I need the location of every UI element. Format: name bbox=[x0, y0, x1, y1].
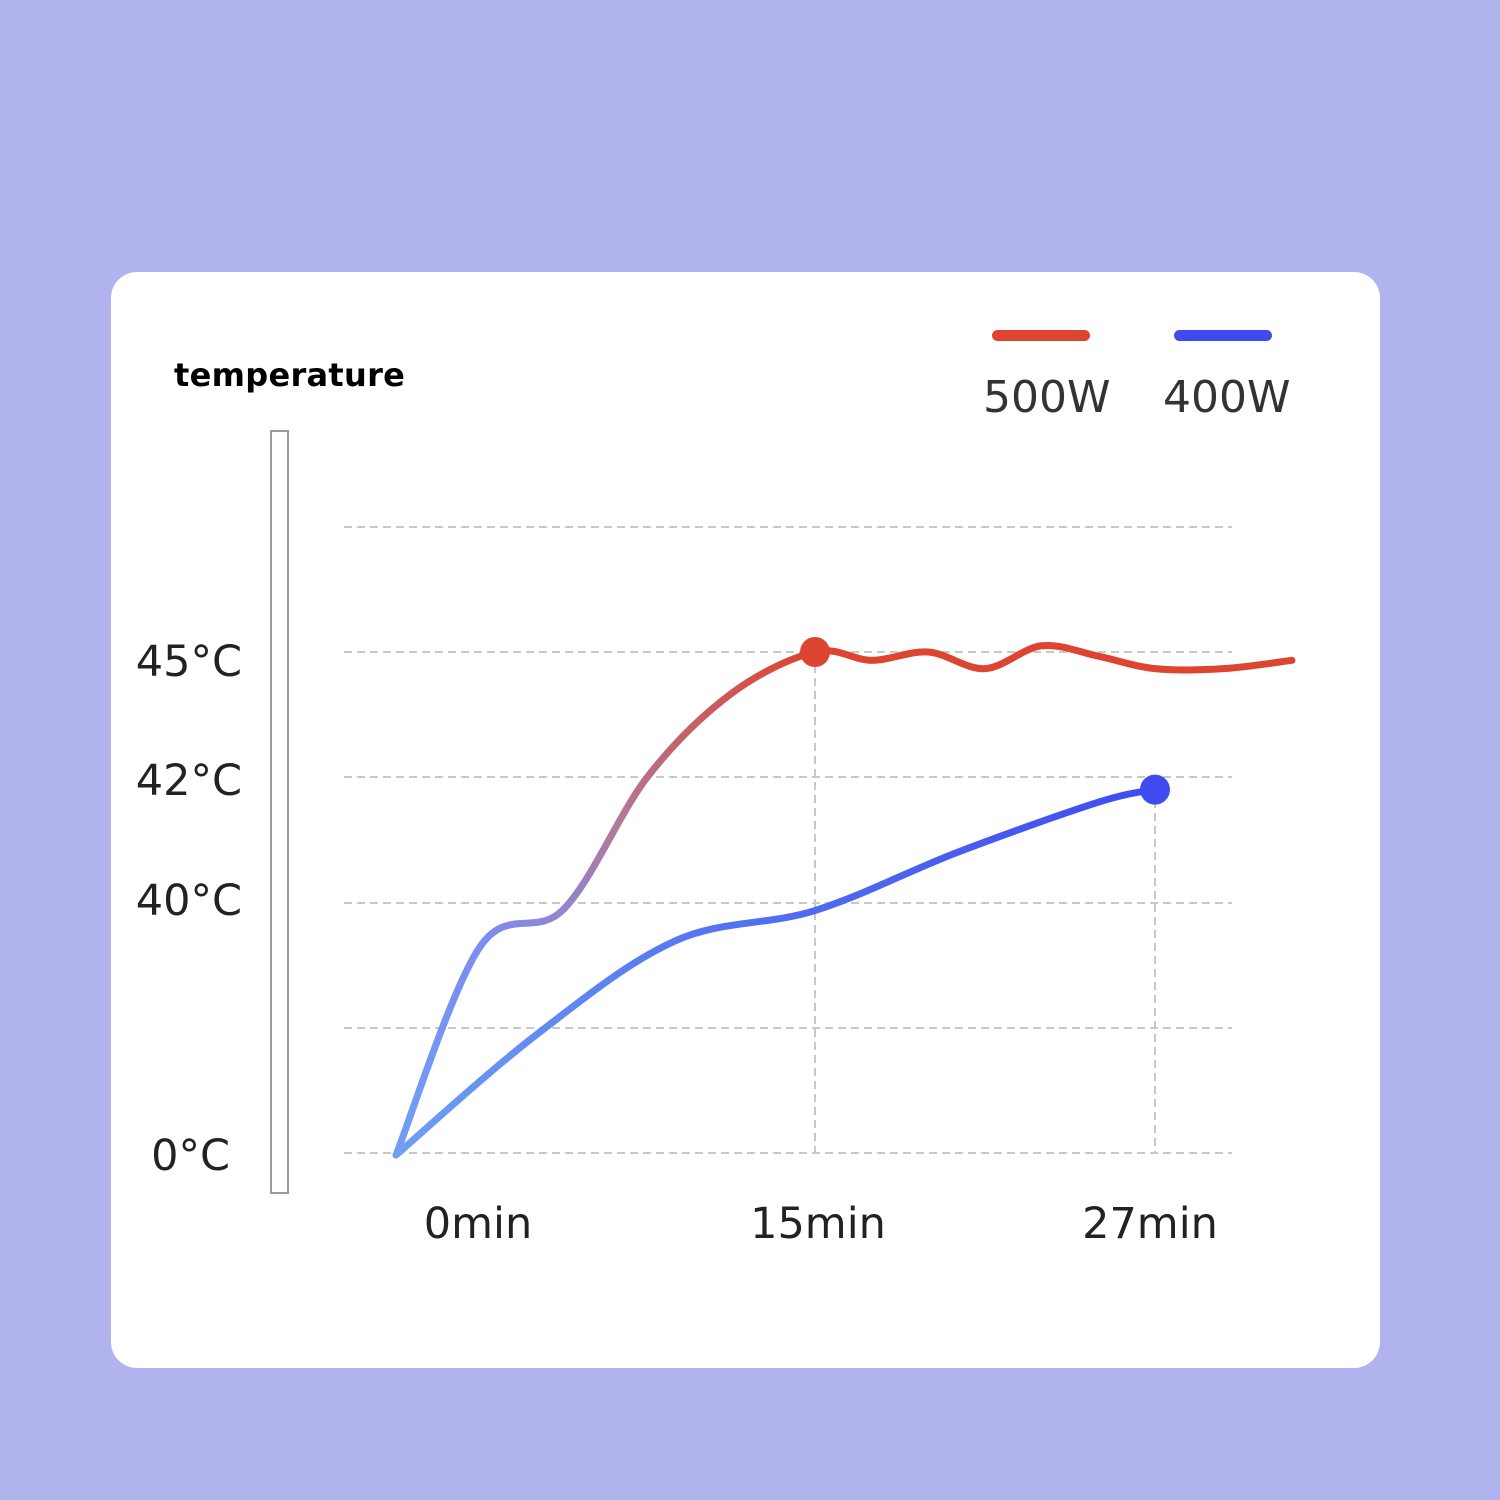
legend-swatch-400w bbox=[1174, 330, 1272, 341]
series-marker-500w bbox=[800, 637, 830, 667]
y-tick-label: 40°C bbox=[136, 876, 242, 926]
x-tick-labels: 0min 15min 27min bbox=[424, 1199, 1218, 1249]
x-tick-label: 15min bbox=[750, 1199, 886, 1249]
temperature-scale-bar bbox=[270, 430, 289, 1194]
y-tick-label: 42°C bbox=[136, 756, 242, 806]
chart-card bbox=[111, 272, 1380, 1368]
x-tick-label: 0min bbox=[424, 1199, 532, 1249]
grid-lines bbox=[344, 526, 1232, 1154]
y-tick-label: 45°C bbox=[136, 637, 242, 687]
legend-label-400w: 400W bbox=[1163, 372, 1291, 423]
y-tick-labels: 45°C 42°C 40°C 0°C bbox=[136, 637, 242, 1181]
y-tick-label: 0°C bbox=[151, 1131, 230, 1181]
x-tick-label: 27min bbox=[1082, 1199, 1218, 1249]
legend-label-500w: 500W bbox=[983, 372, 1111, 423]
series-layer bbox=[392, 637, 1296, 1159]
series-line-500w bbox=[392, 641, 1296, 1159]
series-marker-400w bbox=[1140, 774, 1170, 805]
legend-swatch-500w bbox=[992, 330, 1090, 341]
series-line-400w bbox=[392, 786, 1159, 1159]
y-axis-label: temperature bbox=[174, 356, 406, 394]
